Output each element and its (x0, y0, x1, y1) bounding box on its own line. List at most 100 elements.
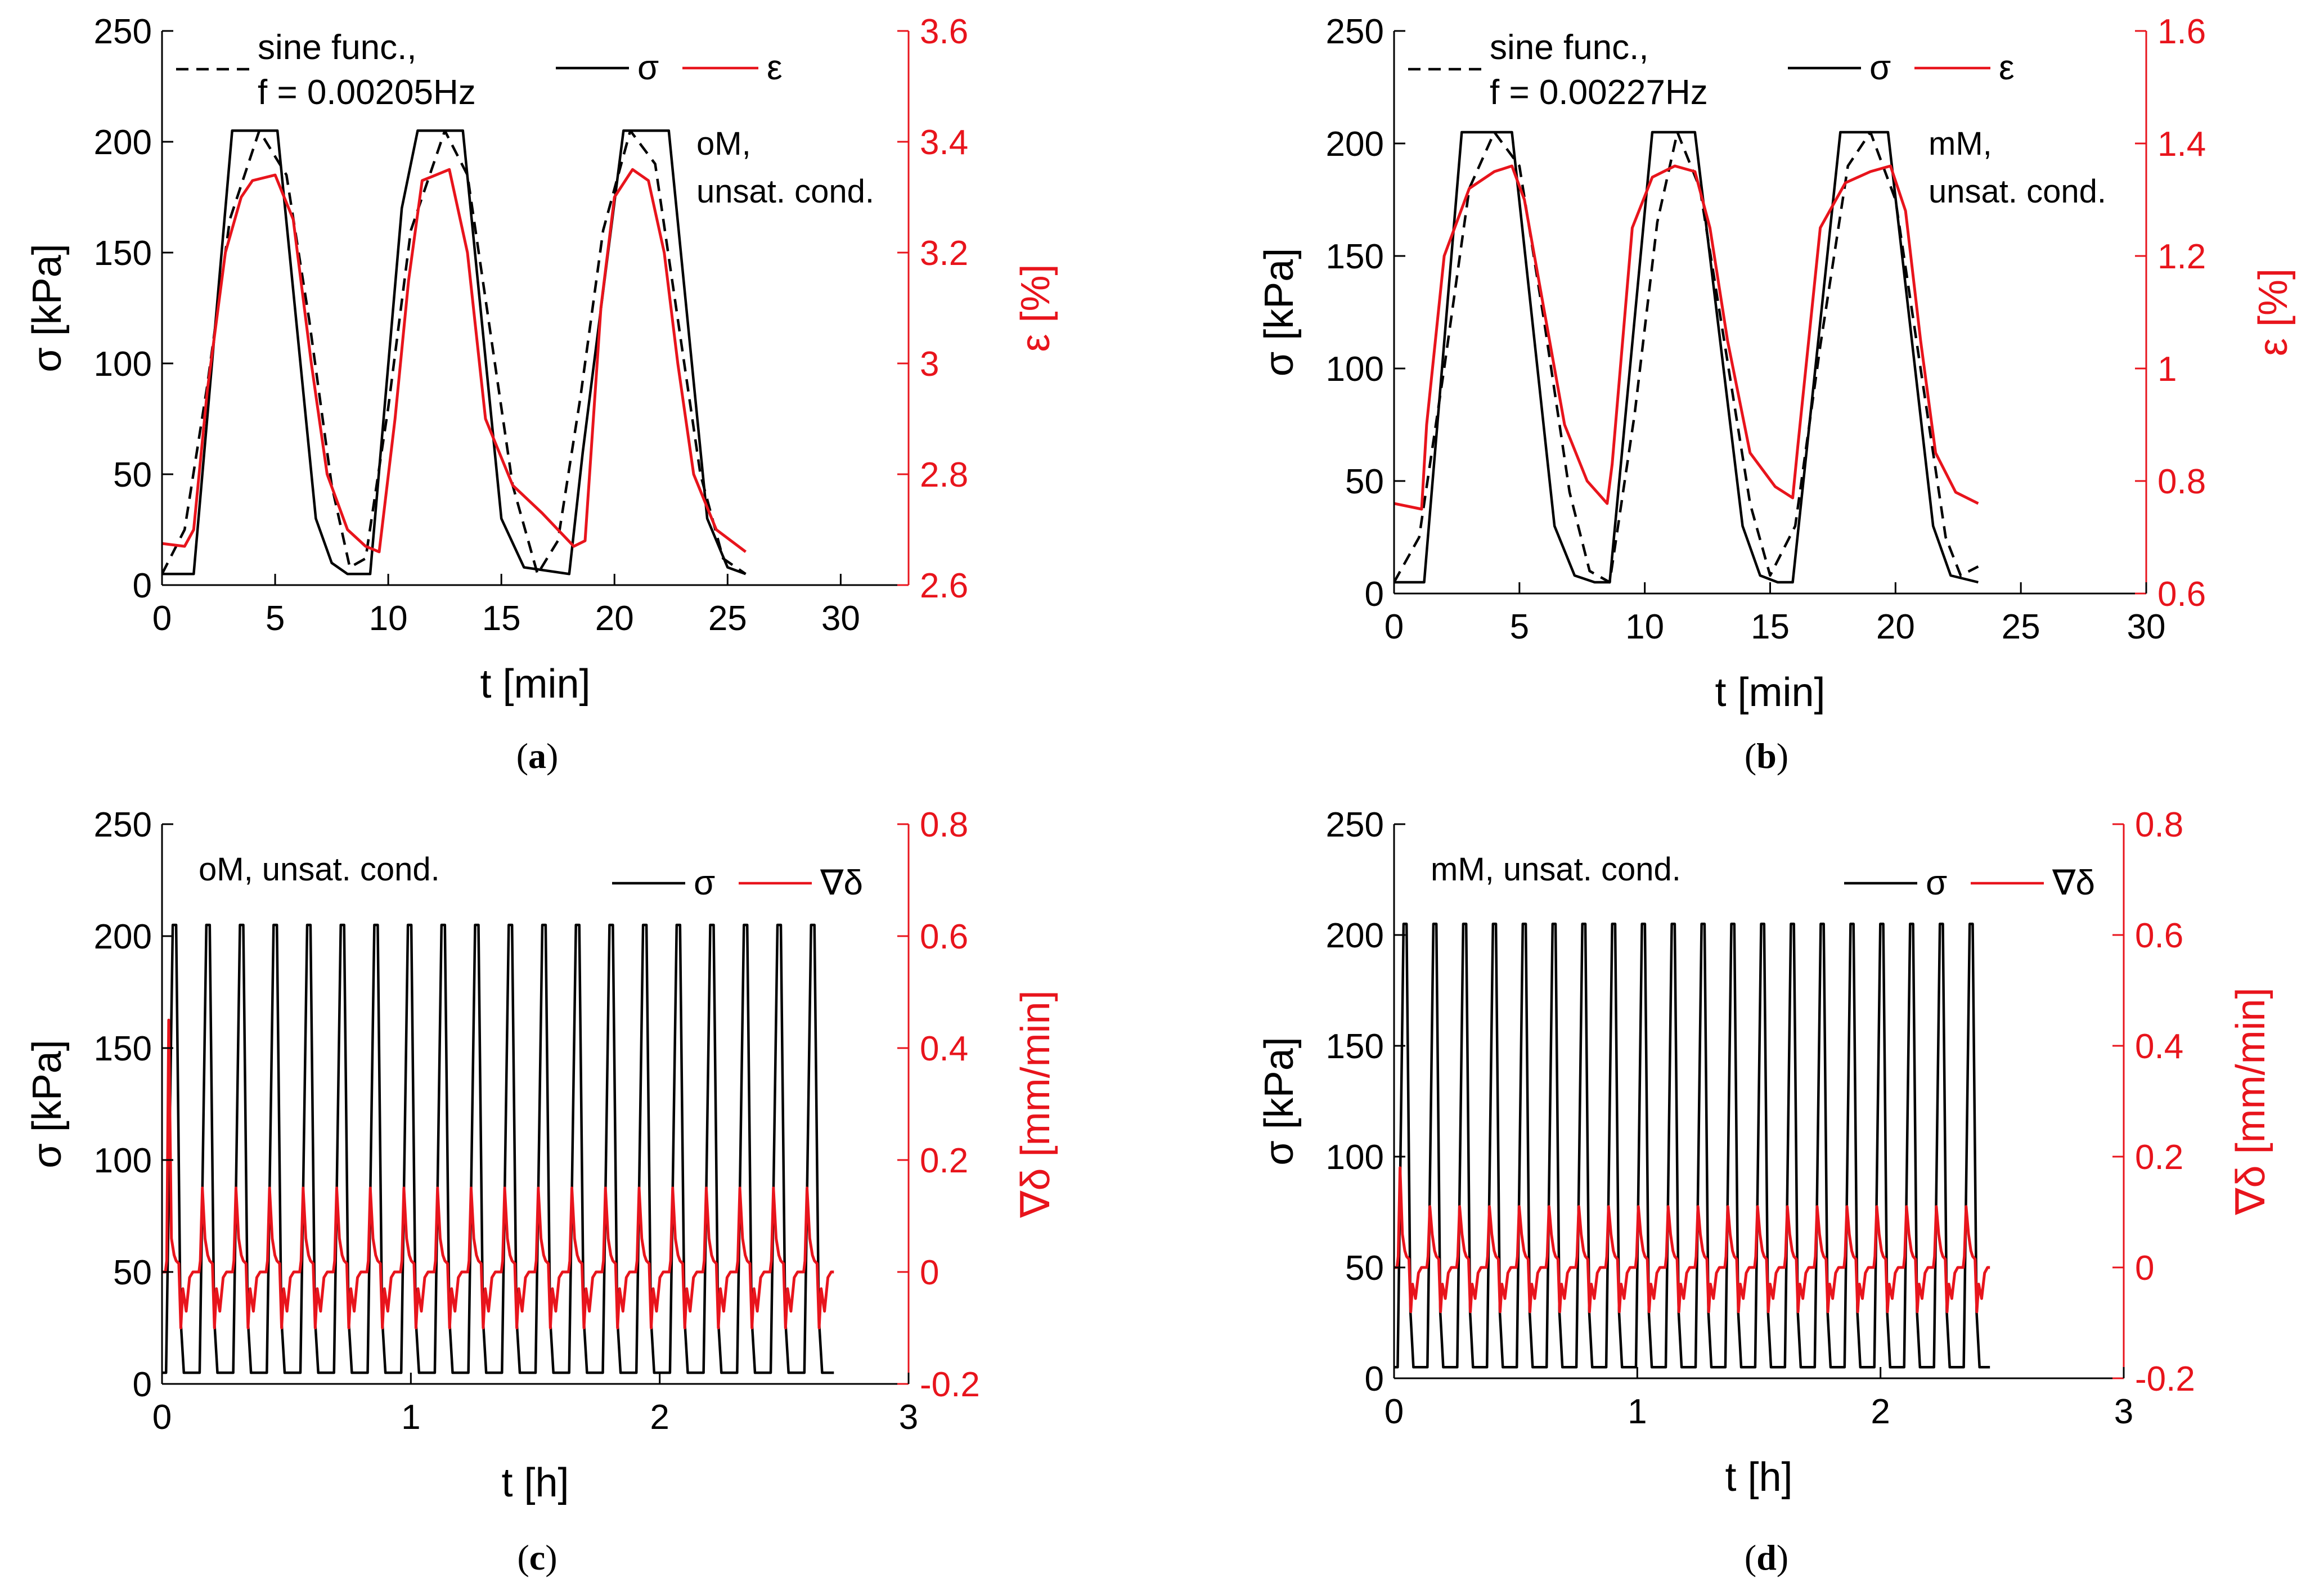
panel-label-open: ( (516, 736, 528, 776)
y-axis-label: σ [kPa] (1257, 1037, 1302, 1166)
legend-sine-label-line2: f = 0.00227Hz (1490, 73, 1708, 112)
right-tick-label: 3.4 (920, 123, 968, 162)
panel-d-chart: 0 50 100 150 200 250 -0.2 0 0.2 0.4 0.6 0.8 0 1 2 3 t [h… (1257, 806, 2273, 1577)
x-tick-label: 3 (2114, 1392, 2133, 1431)
right-tick-label: 0.8 (920, 806, 968, 844)
right-tick-label: 3 (920, 345, 939, 384)
plot-area (1394, 923, 1990, 1369)
left-tick-label: 150 (94, 1029, 152, 1068)
right-tick-label: 0.4 (2135, 1027, 2183, 1066)
left-tick-label: 150 (94, 234, 152, 273)
left-tick-label: 250 (94, 12, 152, 51)
x-tick-label: 15 (1751, 608, 1790, 646)
panel-label-open: ( (517, 1537, 529, 1577)
right-axis-label: ∇δ [mm/min] (1013, 990, 1058, 1218)
x-tick-label: 25 (708, 599, 747, 638)
left-tick-label: 250 (1326, 806, 1384, 844)
annotation-text: oM, (696, 125, 751, 162)
x-tick-label: 25 (2002, 608, 2040, 646)
right-tick-label: 0.6 (2157, 575, 2206, 614)
left-tick-label: 150 (1326, 237, 1384, 276)
x-tick-label: 15 (482, 599, 521, 638)
left-tick-label: 0 (1365, 575, 1384, 614)
x-axis-label: t [min] (1715, 670, 1825, 715)
left-tick-label: 0 (133, 567, 152, 605)
panel-c-chart: 0 50 100 150 200 250 -0.2 0 0.2 0.4 0.6 0.8 0 1 2 3 t [h… (25, 806, 1058, 1577)
right-tick-label: 0.6 (920, 918, 968, 956)
right-axis-series-line (1394, 1166, 1990, 1314)
x-tick-label: 3 (899, 1398, 918, 1437)
right-axis-label: ∇δ [mm/min] (2228, 987, 2273, 1215)
legend-sine-label-line2: f = 0.00205Hz (258, 73, 476, 112)
legend-sine-label-line1: sine func., (258, 28, 417, 67)
plot-area (162, 923, 834, 1374)
panel-label-close: ) (1777, 1537, 1788, 1577)
left-tick-label: 100 (94, 1141, 152, 1180)
legend-sigma-label: σ (694, 864, 715, 902)
panel-label: (c) (517, 1537, 557, 1577)
right-tick-label: 0.4 (920, 1029, 968, 1068)
x-tick-label: 30 (821, 599, 860, 638)
x-tick-label: 20 (595, 599, 634, 638)
right-tick-label: 0.2 (920, 1141, 968, 1180)
x-tick-label: 0 (1384, 1392, 1404, 1431)
left-tick-label: 0 (1365, 1360, 1384, 1399)
panel-label-close: ) (545, 1537, 557, 1577)
panel-label-close: ) (1777, 736, 1788, 776)
panel-label-letter: a (528, 736, 546, 776)
x-tick-label: 2 (650, 1398, 669, 1437)
left-tick-label: 100 (1326, 1138, 1384, 1177)
right-tick-label: 3.2 (920, 234, 968, 273)
sigma-series-line (1394, 131, 1979, 584)
x-tick-label: 0 (1384, 608, 1404, 646)
right-axis-series-line (162, 168, 747, 554)
annotation-text: mM, (1929, 125, 1992, 162)
x-tick-label: 0 (152, 1398, 172, 1437)
legend-right-label: ∇δ (820, 864, 863, 902)
left-tick-label: 200 (94, 918, 152, 956)
annotation-text: unsat. cond. (696, 173, 874, 210)
left-tick-label: 200 (1326, 125, 1384, 164)
x-tick-label: 1 (401, 1398, 420, 1437)
x-axis-label: t [h] (501, 1460, 569, 1505)
x-tick-label: 10 (369, 599, 408, 638)
left-tick-label: 50 (1345, 462, 1384, 501)
left-tick-label: 50 (113, 456, 152, 494)
left-tick-label: 100 (1326, 350, 1384, 389)
right-axis-series-line (1394, 164, 1979, 511)
left-tick-label: 0 (133, 1365, 152, 1404)
right-axis-series-line (162, 1018, 834, 1329)
legend-right-label: ∇δ (2052, 864, 2095, 902)
right-tick-label: 0.6 (2135, 916, 2183, 955)
panel-label-letter: d (1756, 1537, 1777, 1577)
x-axis-label: t [h] (1725, 1455, 1792, 1500)
panel-b-chart: 0 50 100 150 200 250 0.6 0.8 1 1.2 1.4 1.6 0 5 10 15 20 2… (1257, 12, 2296, 776)
sine-function-line (1394, 131, 1979, 584)
y-axis-label: σ [kPa] (25, 244, 70, 372)
sine-function-line (162, 129, 747, 576)
right-tick-label: 0.2 (2135, 1138, 2183, 1177)
y-axis-label: σ [kPa] (25, 1040, 70, 1168)
right-axis-label: ε [%] (2251, 268, 2296, 356)
right-tick-label: 2.8 (920, 456, 968, 494)
x-tick-label: 10 (1625, 608, 1664, 646)
x-tick-label: 30 (2127, 608, 2166, 646)
right-tick-label: 1 (2157, 350, 2177, 389)
left-tick-label: 200 (1326, 916, 1384, 955)
right-axis-label: ε [%] (1013, 264, 1058, 352)
panel-label-close: ) (546, 736, 558, 776)
right-tick-label: 1.2 (2157, 237, 2206, 276)
legend-sigma-label: σ (1926, 864, 1947, 902)
annotation-text: unsat. cond. (1929, 173, 2106, 210)
panel-a-chart: 0 50 100 150 200 250 2.6 2.8 3 3.2 3.4 3.6 0 5 10 15 20 2… (25, 12, 1058, 776)
right-tick-label: 1.6 (2157, 12, 2206, 51)
panel-label: (d) (1745, 1537, 1788, 1577)
left-tick-label: 100 (94, 345, 152, 384)
annotation-text: mM, unsat. cond. (1431, 851, 1681, 888)
right-tick-label: 0.8 (2135, 806, 2183, 844)
right-tick-label: -0.2 (920, 1365, 980, 1404)
panel-label: (a) (516, 736, 559, 776)
left-tick-label: 50 (1345, 1249, 1384, 1288)
legend-right-label: ε (1999, 48, 2015, 87)
